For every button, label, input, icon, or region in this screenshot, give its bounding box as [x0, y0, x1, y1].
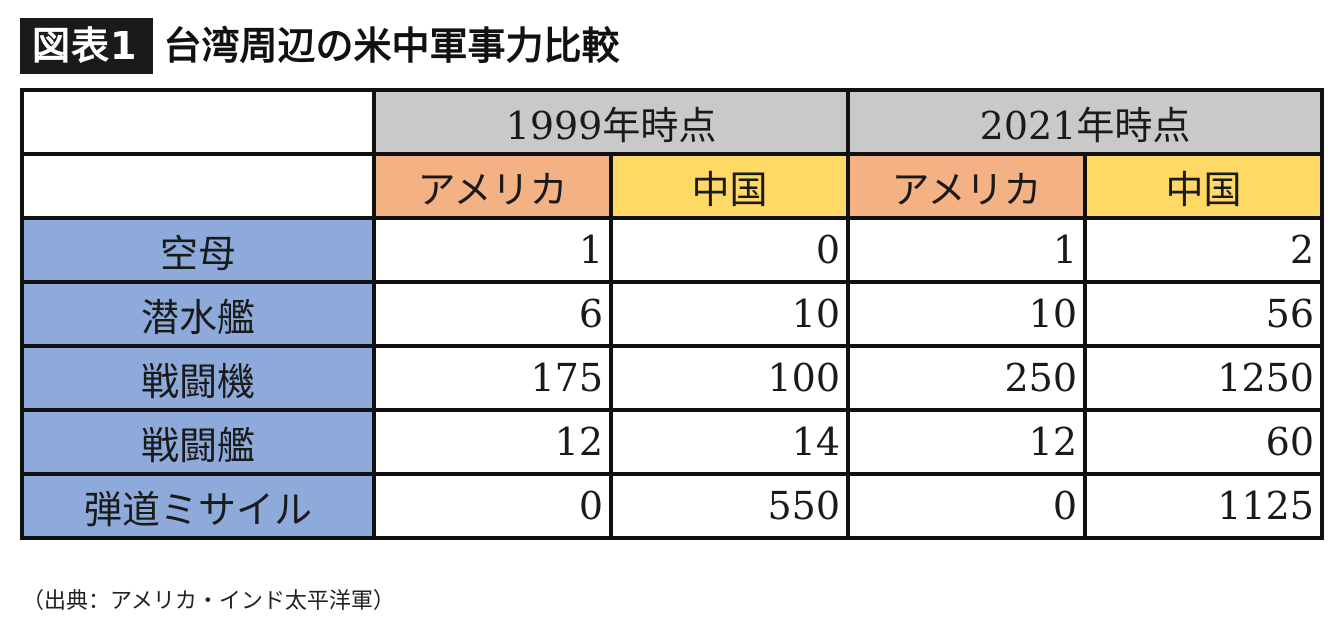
figure-label: 図表1	[20, 18, 154, 74]
table-row: 弾道ミサイル 0 550 0 1125	[20, 472, 1324, 540]
table-cell: 14	[609, 408, 850, 476]
table-cell: 10	[609, 280, 850, 348]
table-cell: 6	[372, 280, 613, 348]
table-cell: 550	[609, 472, 850, 540]
row-label: 戦闘機	[20, 344, 376, 412]
source-note: （出典：アメリカ・インド太平洋軍）	[22, 589, 395, 614]
table-row: 空母 1 0 1 2	[20, 216, 1324, 284]
table-cell: 1125	[1083, 472, 1324, 540]
table-cell: 12	[372, 408, 613, 476]
table-cell: 0	[846, 472, 1087, 540]
table-cell: 56	[1083, 280, 1324, 348]
row-label: 潜水艦	[20, 280, 376, 348]
corner-cell	[20, 152, 376, 220]
table-cell: 60	[1083, 408, 1324, 476]
country-header-china: 中国	[609, 152, 850, 220]
table-row: 戦闘機 175 100 250 1250	[20, 344, 1324, 412]
figure-title-row: 図表1 台湾周辺の米中軍事力比較	[20, 18, 619, 74]
table-cell: 1	[372, 216, 613, 284]
table-row: 戦闘艦 12 14 12 60	[20, 408, 1324, 476]
table-cell: 100	[609, 344, 850, 412]
table-cell: 12	[846, 408, 1087, 476]
period-header-row: 1999年時点 2021年時点	[20, 88, 1324, 156]
table-cell: 175	[372, 344, 613, 412]
table-cell: 2	[1083, 216, 1324, 284]
page-title: 台湾周辺の米中軍事力比較	[163, 24, 620, 68]
period-header-2021: 2021年時点	[846, 88, 1324, 156]
row-label: 戦闘艦	[20, 408, 376, 476]
country-header-row: アメリカ 中国 アメリカ 中国	[20, 152, 1324, 220]
table-cell: 1250	[1083, 344, 1324, 412]
table-cell: 10	[846, 280, 1087, 348]
country-header-usa: アメリカ	[846, 152, 1087, 220]
table-cell: 0	[609, 216, 850, 284]
table-row: 潜水艦 6 10 10 56	[20, 280, 1324, 348]
corner-cell	[20, 88, 376, 156]
table-cell: 250	[846, 344, 1087, 412]
row-label: 空母	[20, 216, 376, 284]
country-header-usa: アメリカ	[372, 152, 613, 220]
row-label: 弾道ミサイル	[20, 472, 376, 540]
period-header-1999: 1999年時点	[372, 88, 850, 156]
table-cell: 1	[846, 216, 1087, 284]
table-cell: 0	[372, 472, 613, 540]
country-header-china: 中国	[1083, 152, 1324, 220]
comparison-table: 1999年時点 2021年時点 アメリカ 中国 アメリカ 中国 空母 1 0 1…	[20, 88, 1324, 540]
